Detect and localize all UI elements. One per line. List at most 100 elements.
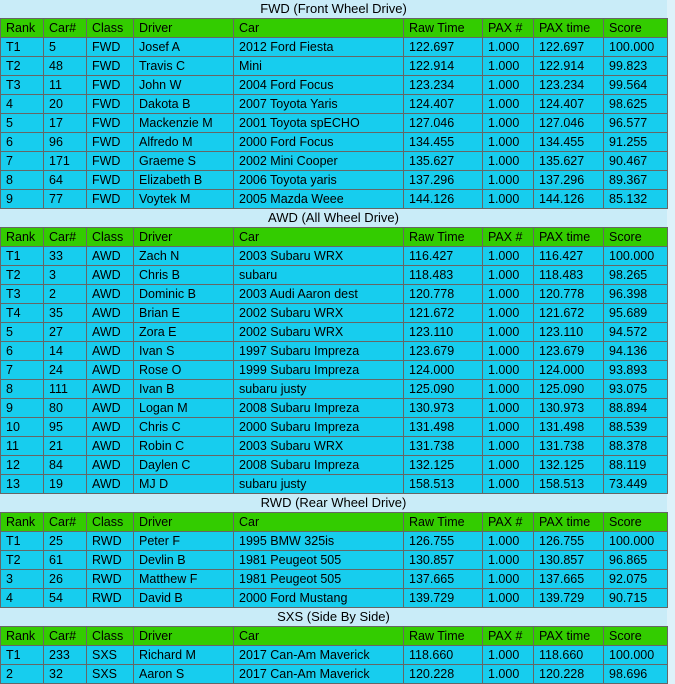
cell-car-number: 32 <box>43 664 87 684</box>
cell-pax-number: 1.000 <box>482 284 534 304</box>
cell-rank: 7 <box>0 151 44 171</box>
column-header-pax-number: PAX # <box>482 18 534 38</box>
cell-pax-time: 158.513 <box>533 474 604 494</box>
cell-driver: Zora E <box>133 322 234 342</box>
table-row: T1 25 RWD Peter F 1995 BMW 325is 126.755 1.000… <box>0 531 668 551</box>
cell-driver: Dakota B <box>133 94 234 114</box>
cell-rank: 9 <box>0 398 44 418</box>
table-row: T3 2 AWD Dominic B 2003 Audi Aaron dest 120.7… <box>0 284 668 304</box>
column-header-rank: Rank <box>0 227 44 247</box>
cell-rank: 7 <box>0 360 44 380</box>
cell-pax-time: 126.755 <box>533 531 604 551</box>
cell-driver: Alfredo M <box>133 132 234 152</box>
cell-pax-time: 125.090 <box>533 379 604 399</box>
cell-pax-number: 1.000 <box>482 94 534 114</box>
cell-score: 96.577 <box>603 113 668 133</box>
cell-car: 2001 Toyota spECHO <box>233 113 404 133</box>
cell-driver: MJ D <box>133 474 234 494</box>
column-header-score: Score <box>603 18 668 38</box>
cell-pax-time: 135.627 <box>533 151 604 171</box>
cell-car: 2008 Subaru Impreza <box>233 398 404 418</box>
cell-pax-number: 1.000 <box>482 246 534 266</box>
cell-raw-time: 118.660 <box>403 645 483 665</box>
cell-car-number: 54 <box>43 588 87 608</box>
table-row: T1 233 SXS Richard M 2017 Can-Am Maverick 118… <box>0 645 668 665</box>
cell-car: 2002 Subaru WRX <box>233 303 404 323</box>
column-header-pax-time: PAX time <box>533 227 604 247</box>
column-header-car: Car <box>233 626 404 646</box>
cell-car: 1981 Peugeot 505 <box>233 550 404 570</box>
cell-raw-time: 158.513 <box>403 474 483 494</box>
cell-class: FWD <box>86 151 134 171</box>
cell-raw-time: 120.778 <box>403 284 483 304</box>
cell-rank: T2 <box>0 56 44 76</box>
cell-pax-time: 134.455 <box>533 132 604 152</box>
cell-pax-time: 130.857 <box>533 550 604 570</box>
column-header-raw-time: Raw Time <box>403 227 483 247</box>
cell-rank: 6 <box>0 341 44 361</box>
cell-raw-time: 131.738 <box>403 436 483 456</box>
cell-pax-time: 137.296 <box>533 170 604 190</box>
cell-class: AWD <box>86 360 134 380</box>
column-header-score: Score <box>603 626 668 646</box>
cell-class: AWD <box>86 246 134 266</box>
cell-raw-time: 127.046 <box>403 113 483 133</box>
results-table: Rank Car# Class Driver Car Raw Time PAX # PAX t… <box>0 626 668 684</box>
cell-pax-number: 1.000 <box>482 569 534 589</box>
cell-pax-time: 120.778 <box>533 284 604 304</box>
cell-car: 2006 Toyota yaris <box>233 170 404 190</box>
cell-pax-time: 116.427 <box>533 246 604 266</box>
cell-car: subaru justy <box>233 474 404 494</box>
cell-rank: T1 <box>0 645 44 665</box>
cell-car: 2012 Ford Fiesta <box>233 37 404 57</box>
cell-pax-number: 1.000 <box>482 113 534 133</box>
cell-car: 2003 Audi Aaron dest <box>233 284 404 304</box>
cell-rank: 2 <box>0 664 44 684</box>
cell-driver: Graeme S <box>133 151 234 171</box>
cell-raw-time: 137.296 <box>403 170 483 190</box>
cell-driver: Chris C <box>133 417 234 437</box>
cell-rank: 8 <box>0 379 44 399</box>
column-header-pax-time: PAX time <box>533 18 604 38</box>
cell-raw-time: 120.228 <box>403 664 483 684</box>
cell-car-number: 5 <box>43 37 87 57</box>
cell-score: 98.265 <box>603 265 668 285</box>
cell-pax-time: 130.973 <box>533 398 604 418</box>
cell-car-number: 95 <box>43 417 87 437</box>
cell-rank: 8 <box>0 170 44 190</box>
cell-score: 88.894 <box>603 398 668 418</box>
cell-car: 2004 Ford Focus <box>233 75 404 95</box>
cell-class: SXS <box>86 645 134 665</box>
cell-car: 2007 Toyota Yaris <box>233 94 404 114</box>
cell-pax-number: 1.000 <box>482 398 534 418</box>
cell-score: 93.075 <box>603 379 668 399</box>
column-header-class: Class <box>86 227 134 247</box>
cell-driver: Voytek M <box>133 189 234 209</box>
cell-pax-time: 124.407 <box>533 94 604 114</box>
cell-class: FWD <box>86 37 134 57</box>
column-header-rank: Rank <box>0 512 44 532</box>
cell-pax-number: 1.000 <box>482 455 534 475</box>
cell-driver: Daylen C <box>133 455 234 475</box>
cell-car-number: 80 <box>43 398 87 418</box>
cell-pax-number: 1.000 <box>482 341 534 361</box>
column-header-score: Score <box>603 227 668 247</box>
cell-driver: Josef A <box>133 37 234 57</box>
table-row: 8 64 FWD Elizabeth B 2006 Toyota yaris 137.29… <box>0 170 668 190</box>
cell-driver: Richard M <box>133 645 234 665</box>
cell-car-number: 3 <box>43 265 87 285</box>
cell-raw-time: 130.857 <box>403 550 483 570</box>
cell-car-number: 11 <box>43 75 87 95</box>
header-row: Rank Car# Class Driver Car Raw Time PAX # PAX t… <box>0 512 668 532</box>
cell-car-number: 17 <box>43 113 87 133</box>
cell-pax-number: 1.000 <box>482 379 534 399</box>
cell-raw-time: 123.110 <box>403 322 483 342</box>
cell-score: 92.075 <box>603 569 668 589</box>
cell-raw-time: 121.672 <box>403 303 483 323</box>
cell-car-number: 14 <box>43 341 87 361</box>
cell-rank: 6 <box>0 132 44 152</box>
cell-car: 2003 Subaru WRX <box>233 436 404 456</box>
cell-car-number: 35 <box>43 303 87 323</box>
